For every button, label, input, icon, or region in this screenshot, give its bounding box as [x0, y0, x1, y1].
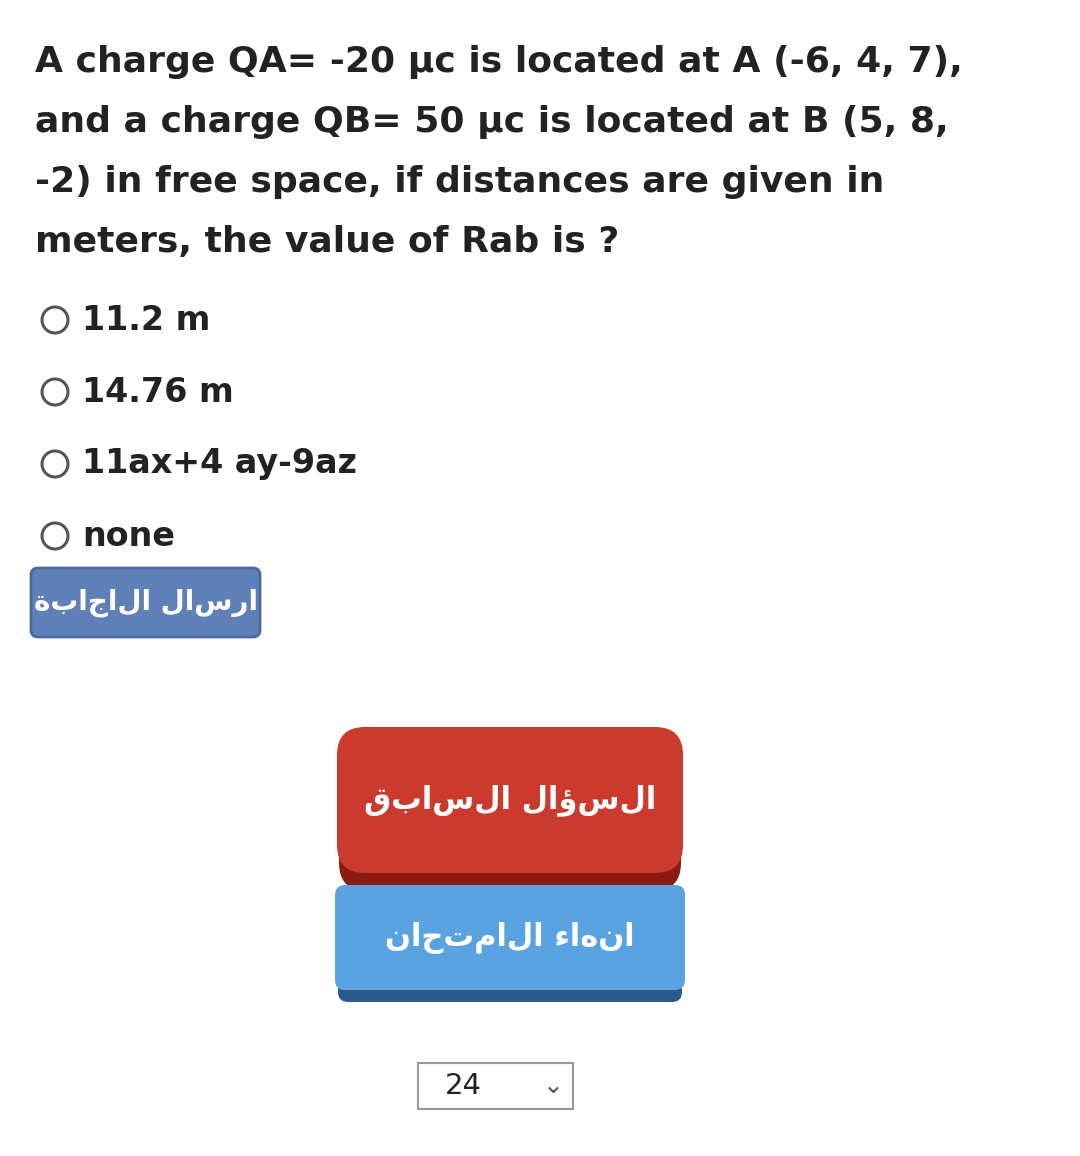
Text: A charge QA= -20 μc is located at A (-6, 4, 7),: A charge QA= -20 μc is located at A (-6,…: [35, 45, 962, 79]
FancyBboxPatch shape: [339, 729, 681, 891]
Text: meters, the value of Rab is ?: meters, the value of Rab is ?: [35, 225, 619, 259]
Text: none: none: [82, 519, 175, 553]
Text: 11ax+4 ay-9az: 11ax+4 ay-9az: [82, 447, 357, 481]
FancyBboxPatch shape: [338, 887, 681, 1002]
FancyBboxPatch shape: [335, 885, 685, 990]
Text: ⌄: ⌄: [542, 1074, 564, 1098]
Text: 24: 24: [445, 1072, 482, 1101]
FancyBboxPatch shape: [337, 727, 683, 873]
Text: ةباجالا لاسرا: ةباجالا لاسرا: [33, 588, 257, 617]
Text: قباسلا لاؤسلا: قباسلا لاؤسلا: [364, 784, 657, 816]
Text: -2) in free space, if distances are given in: -2) in free space, if distances are give…: [35, 165, 885, 199]
Text: 11.2 m: 11.2 m: [82, 304, 211, 336]
Text: 14.76 m: 14.76 m: [82, 376, 233, 408]
Text: ناحتمالا ءاهنا: ناحتمالا ءاهنا: [386, 921, 635, 954]
FancyBboxPatch shape: [31, 568, 260, 637]
FancyBboxPatch shape: [418, 1064, 573, 1109]
Text: and a charge QB= 50 μc is located at B (5, 8,: and a charge QB= 50 μc is located at B (…: [35, 105, 948, 139]
